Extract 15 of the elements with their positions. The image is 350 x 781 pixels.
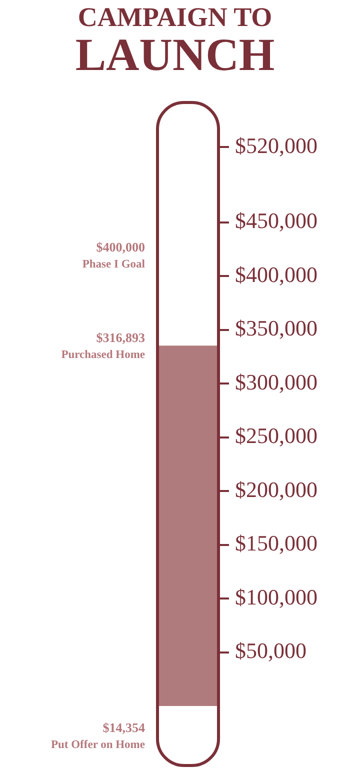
y-tick-label: $450,000 (235, 208, 318, 234)
y-tick-label: $520,000 (235, 132, 318, 158)
y-tick-label: $50,000 (235, 638, 306, 664)
y-tick-label: $400,000 (235, 262, 318, 287)
text: $14,354 Put Offer on Home (50, 720, 146, 751)
text: $316,893 Purchased Home (61, 330, 146, 361)
y-tick-label: $200,000 (235, 476, 318, 502)
y-tick-label: $100,000 (235, 584, 318, 610)
y-tick-label: $300,000 (235, 369, 318, 394)
y-tick-label: $150,000 (235, 530, 318, 556)
chart-subtitle: LAUNCH (74, 29, 276, 80)
y-tick-label: $350,000 (235, 316, 318, 341)
y-tick-label: $250,000 (235, 423, 318, 448)
text: $400,000 Phase I Goal (82, 240, 145, 271)
chart-title: CAMPAIGN TO (76, 2, 274, 32)
